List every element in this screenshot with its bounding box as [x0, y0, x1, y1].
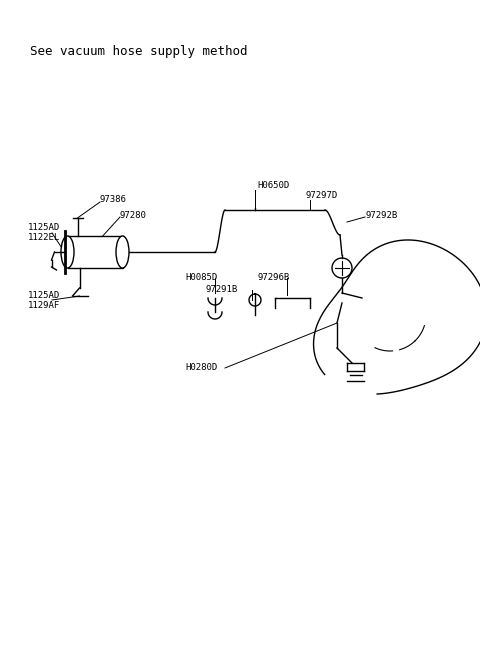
Text: 97280: 97280 — [120, 210, 147, 219]
Text: H0280D: H0280D — [185, 363, 217, 373]
Text: 1129AF: 1129AF — [28, 302, 60, 311]
Text: 1125AD: 1125AD — [28, 290, 60, 300]
Ellipse shape — [116, 236, 129, 268]
Text: 1125AD: 1125AD — [28, 223, 60, 231]
Text: 97297D: 97297D — [305, 191, 337, 200]
Text: 97386: 97386 — [100, 196, 127, 204]
Text: 97296B: 97296B — [258, 273, 290, 283]
Text: 1122EL: 1122EL — [28, 233, 60, 242]
Bar — [68, 236, 122, 268]
Text: 97291B: 97291B — [205, 286, 237, 294]
Text: H0650D: H0650D — [257, 181, 289, 190]
Text: See vacuum hose supply method: See vacuum hose supply method — [30, 45, 248, 58]
Ellipse shape — [61, 236, 74, 268]
Text: H0085D: H0085D — [185, 273, 217, 283]
Text: 97292B: 97292B — [365, 210, 397, 219]
